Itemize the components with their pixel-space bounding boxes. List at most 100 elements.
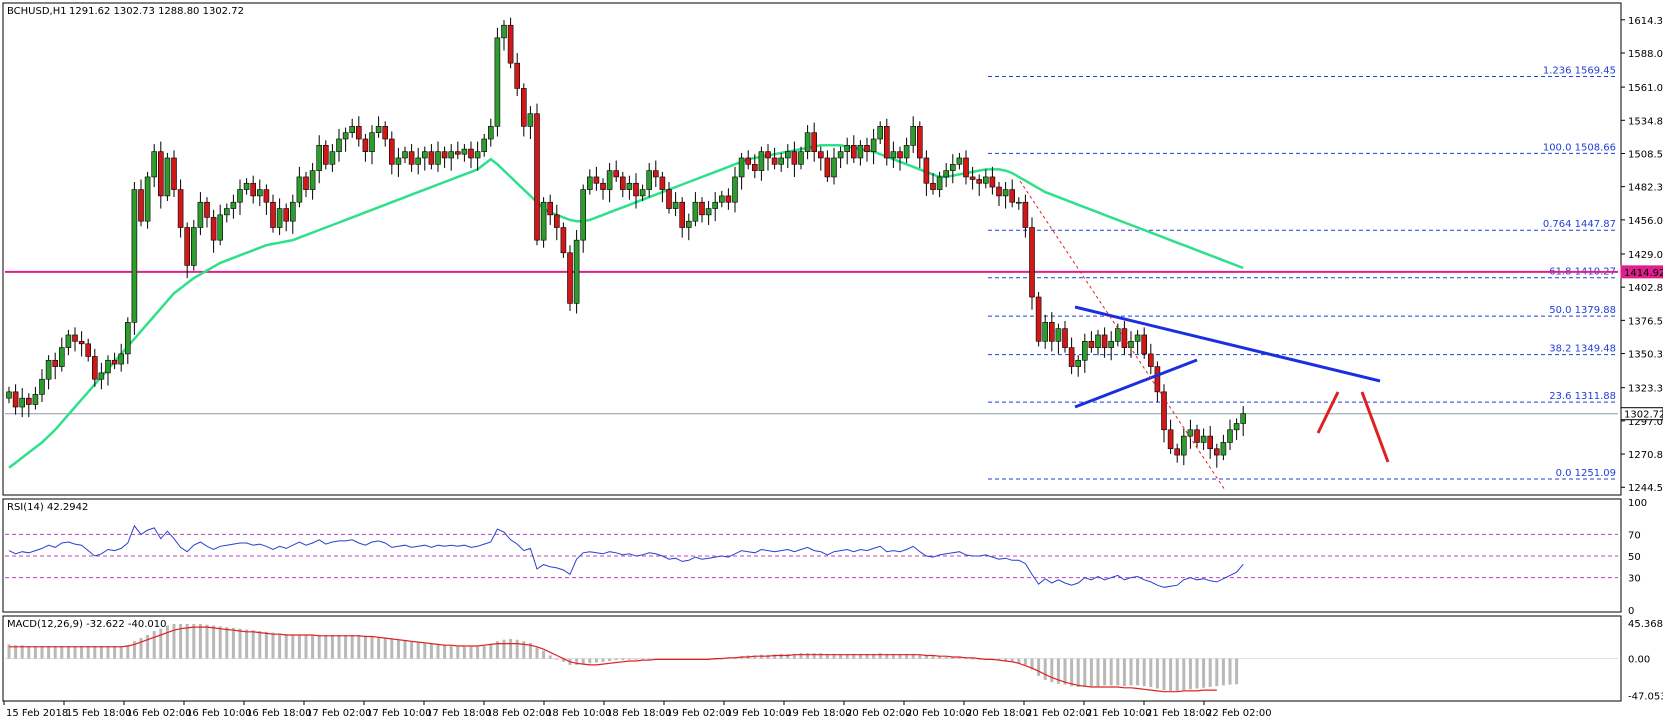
macd-histogram-bar: [363, 635, 367, 659]
macd-histogram-bar: [938, 656, 942, 659]
macd-histogram-bar: [1096, 658, 1100, 687]
candle-body: [784, 151, 791, 159]
price-panel[interactable]: [2, 2, 1622, 496]
macd-histogram-bar: [258, 631, 262, 659]
candle-body: [1220, 442, 1227, 456]
macd-histogram-bar: [251, 630, 255, 659]
macd-histogram-bar: [832, 653, 836, 659]
time-tick-label: 19 Feb 10:00: [726, 708, 792, 719]
candle-body: [441, 151, 448, 159]
candle-body: [1108, 340, 1114, 348]
trendline-lower: [1074, 358, 1198, 409]
price-tick-label: 1323.30: [1628, 384, 1663, 395]
macd-histogram-bar: [865, 653, 869, 659]
candle-body: [877, 126, 884, 140]
macd-histogram-bar: [1063, 658, 1067, 685]
time-tick-label: 19 Feb 18:00: [786, 708, 852, 719]
candle-body: [151, 151, 157, 178]
candle-body: [250, 182, 256, 197]
fib-level-label: 23.6 1311.88: [1549, 391, 1616, 402]
candle-body: [138, 189, 144, 222]
candle-body: [435, 151, 441, 165]
macd-histogram-bar: [1202, 658, 1206, 688]
macd-histogram-bar: [66, 646, 70, 659]
macd-tick-label: -47.053: [1628, 692, 1663, 703]
macd-histogram-bar: [126, 645, 130, 659]
candle-body: [1227, 429, 1233, 443]
macd-histogram-bar: [601, 658, 605, 662]
macd-histogram-bar: [146, 634, 150, 659]
candle-body: [421, 151, 428, 159]
candle-body: [276, 208, 283, 228]
macd-histogram-bar: [1089, 658, 1093, 687]
candle-body: [507, 24, 514, 64]
candle-body: [131, 189, 138, 323]
macd-histogram-bar: [885, 653, 889, 659]
macd-histogram-bar: [1235, 658, 1239, 685]
macd-histogram-bar: [971, 658, 975, 660]
macd-histogram-bar: [786, 653, 790, 659]
macd-histogram-bar: [1169, 658, 1173, 691]
rsi-title: RSI(14) 42.2942: [7, 502, 88, 513]
candle-body: [1128, 340, 1134, 348]
time-tick-label: 17 Feb 02:00: [306, 708, 372, 719]
candle-body: [256, 189, 263, 197]
macd-histogram-bar: [608, 658, 612, 661]
candle-body: [1240, 413, 1246, 424]
candle-body: [685, 220, 692, 228]
candle-body: [362, 138, 369, 152]
time-tick-label: 16 Feb 02:00: [126, 708, 192, 719]
price-tag-box: [1620, 265, 1663, 279]
macd-histogram-bar: [344, 634, 348, 659]
macd-histogram-bar: [416, 642, 420, 659]
candle-body: [474, 151, 481, 159]
candle-body: [408, 151, 415, 165]
candle-body: [32, 394, 39, 405]
fib-level-label: 38.2 1349.48: [1549, 344, 1616, 355]
macd-histogram-bar: [1083, 658, 1087, 687]
macd-histogram-bar: [944, 657, 948, 659]
macd-histogram-bar: [436, 644, 440, 659]
candle-body: [659, 176, 666, 190]
macd-histogram-bar: [396, 639, 400, 659]
macd-histogram-bar: [1221, 658, 1225, 686]
candle-body: [289, 201, 296, 222]
candle-body: [798, 151, 804, 165]
candle-body: [448, 151, 455, 159]
macd-histogram-bar: [905, 653, 909, 659]
macd-histogram-bar: [594, 658, 598, 663]
candle-body: [857, 145, 864, 159]
macd-histogram-bar: [845, 653, 849, 659]
candle-body: [883, 126, 890, 159]
macd-histogram-bar: [1030, 658, 1034, 670]
macd-histogram-bar: [561, 658, 565, 662]
macd-histogram-bar: [40, 646, 44, 659]
rsi-tick-label: 50: [1628, 552, 1641, 563]
candle-body: [778, 157, 785, 165]
macd-histogram-bar: [403, 640, 407, 659]
macd-histogram-bar: [423, 642, 427, 659]
candle-body: [679, 201, 686, 228]
macd-histogram-bar: [1129, 658, 1133, 686]
arrow-down-stroke: [1360, 391, 1390, 463]
macd-histogram-bar: [1043, 658, 1047, 680]
candle-body: [428, 151, 435, 165]
macd-histogram-bar: [1010, 658, 1014, 662]
macd-histogram-bar: [73, 646, 77, 659]
macd-histogram-bar: [1109, 658, 1113, 686]
macd-histogram-bar: [1195, 658, 1199, 689]
candle-body: [606, 170, 613, 190]
candle-body: [956, 157, 963, 165]
candle-body: [118, 353, 124, 365]
macd-histogram-bar: [205, 624, 209, 659]
candle-body: [309, 170, 316, 190]
candle-body: [382, 126, 389, 140]
candle-body: [1075, 359, 1081, 367]
macd-histogram-bar: [1056, 658, 1060, 684]
candle-body: [811, 132, 818, 152]
macd-histogram-bar: [86, 646, 90, 659]
candle-body: [890, 151, 897, 159]
candle-body: [6, 391, 12, 399]
macd-histogram-bar: [1162, 658, 1166, 691]
